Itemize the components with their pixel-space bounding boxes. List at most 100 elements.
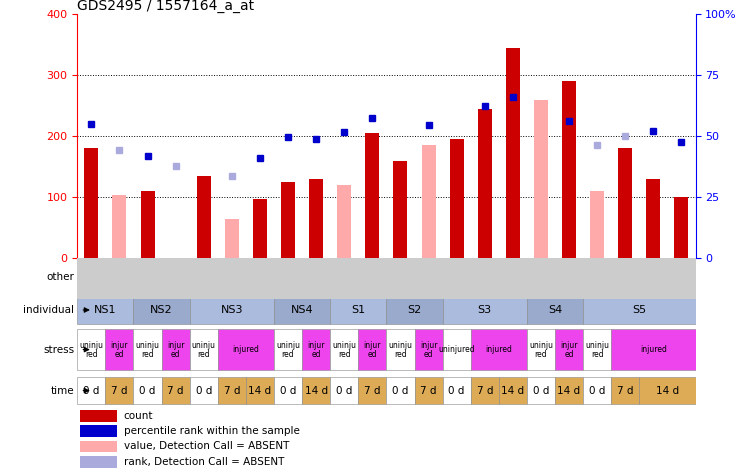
FancyBboxPatch shape (77, 329, 105, 370)
FancyBboxPatch shape (611, 329, 696, 370)
Text: 7 d: 7 d (224, 385, 240, 396)
FancyBboxPatch shape (133, 329, 162, 370)
Text: 7 d: 7 d (111, 385, 127, 396)
FancyBboxPatch shape (274, 329, 302, 370)
Text: 14 d: 14 d (557, 385, 581, 396)
FancyBboxPatch shape (218, 377, 246, 404)
Text: 0 d: 0 d (83, 385, 99, 396)
Text: uninju
red: uninju red (135, 341, 160, 358)
FancyBboxPatch shape (105, 377, 133, 404)
Text: uninju
red: uninju red (389, 341, 412, 358)
Bar (253, 199, 267, 258)
Text: uninjured: uninjured (439, 345, 475, 354)
FancyBboxPatch shape (133, 296, 190, 324)
FancyBboxPatch shape (162, 377, 190, 404)
Bar (506, 48, 520, 258)
FancyBboxPatch shape (302, 329, 330, 370)
Text: injur
ed: injur ed (167, 341, 185, 358)
FancyBboxPatch shape (190, 329, 218, 370)
FancyBboxPatch shape (414, 377, 442, 404)
FancyBboxPatch shape (527, 329, 555, 370)
Text: S3: S3 (478, 305, 492, 315)
Bar (590, 191, 604, 258)
Text: NS1: NS1 (94, 305, 116, 315)
Text: 7 d: 7 d (617, 385, 634, 396)
FancyBboxPatch shape (527, 377, 555, 404)
Text: 7 d: 7 d (167, 385, 184, 396)
Text: uninju
red: uninju red (79, 341, 103, 358)
Bar (394, 161, 408, 258)
FancyBboxPatch shape (583, 377, 611, 404)
Bar (534, 100, 548, 258)
Text: count: count (124, 411, 153, 421)
Text: 0 d: 0 d (280, 385, 296, 396)
FancyBboxPatch shape (77, 377, 105, 404)
Text: NS3: NS3 (221, 305, 243, 315)
FancyBboxPatch shape (330, 296, 386, 324)
Text: 0 d: 0 d (448, 385, 465, 396)
Text: NS4: NS4 (291, 305, 314, 315)
Text: other: other (46, 272, 74, 282)
Text: 14 d: 14 d (656, 385, 679, 396)
Text: injur
ed: injur ed (560, 341, 578, 358)
Text: S4: S4 (548, 305, 562, 315)
FancyBboxPatch shape (442, 377, 471, 404)
FancyBboxPatch shape (274, 296, 330, 324)
Text: uninju
red: uninju red (529, 341, 553, 358)
Text: value, Detection Call = ABSENT: value, Detection Call = ABSENT (124, 441, 289, 451)
Text: smoker: smoker (491, 270, 534, 283)
FancyBboxPatch shape (583, 329, 611, 370)
Text: 0 d: 0 d (336, 385, 353, 396)
FancyBboxPatch shape (499, 377, 527, 404)
Bar (141, 191, 155, 258)
FancyBboxPatch shape (246, 377, 274, 404)
Bar (365, 133, 379, 258)
FancyBboxPatch shape (442, 329, 471, 370)
FancyBboxPatch shape (77, 296, 133, 324)
Text: percentile rank within the sample: percentile rank within the sample (124, 426, 300, 436)
Bar (309, 179, 323, 258)
Bar (646, 179, 660, 258)
FancyBboxPatch shape (330, 263, 696, 291)
Bar (80, 410, 118, 421)
FancyBboxPatch shape (302, 377, 330, 404)
FancyBboxPatch shape (330, 377, 358, 404)
Bar (478, 109, 492, 258)
Text: uninju
red: uninju red (192, 341, 216, 358)
FancyBboxPatch shape (218, 329, 274, 370)
FancyBboxPatch shape (386, 296, 442, 324)
FancyBboxPatch shape (358, 377, 386, 404)
Text: 7 d: 7 d (420, 385, 436, 396)
Text: injur
ed: injur ed (308, 341, 325, 358)
Bar (80, 456, 118, 467)
Text: injur
ed: injur ed (364, 341, 381, 358)
Text: 0 d: 0 d (392, 385, 408, 396)
Bar (281, 182, 295, 258)
FancyBboxPatch shape (133, 377, 162, 404)
Bar (224, 219, 239, 258)
Text: GDS2495 / 1557164_a_at: GDS2495 / 1557164_a_at (77, 0, 255, 13)
FancyBboxPatch shape (105, 329, 133, 370)
Bar (674, 197, 688, 258)
FancyBboxPatch shape (190, 377, 218, 404)
Text: 14 d: 14 d (248, 385, 272, 396)
Text: injured: injured (485, 345, 512, 354)
Bar (197, 176, 210, 258)
Text: S1: S1 (351, 305, 365, 315)
Text: S5: S5 (632, 305, 646, 315)
FancyBboxPatch shape (611, 377, 640, 404)
Text: rank, Detection Call = ABSENT: rank, Detection Call = ABSENT (124, 457, 284, 467)
FancyBboxPatch shape (555, 329, 583, 370)
Bar (562, 82, 576, 258)
FancyBboxPatch shape (190, 296, 274, 324)
FancyBboxPatch shape (386, 377, 414, 404)
Text: 0 d: 0 d (196, 385, 212, 396)
Bar (85, 148, 99, 258)
Text: 0 d: 0 d (589, 385, 605, 396)
FancyBboxPatch shape (386, 329, 414, 370)
Text: NS2: NS2 (150, 305, 173, 315)
Text: injured: injured (640, 345, 667, 354)
Text: 14 d: 14 d (305, 385, 328, 396)
Bar (618, 148, 632, 258)
Text: 0 d: 0 d (533, 385, 549, 396)
